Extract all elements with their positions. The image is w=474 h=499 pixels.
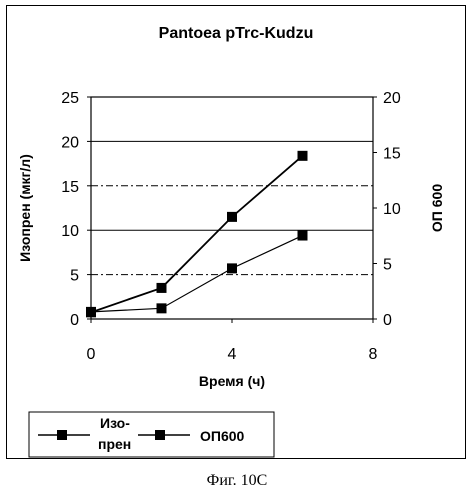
y-axis-label: Изопрен (мкг/л) (17, 154, 33, 262)
legend-isoprene-label-1: Изо- (100, 415, 130, 431)
y-tick-label: 25 (61, 90, 79, 107)
chart: Pantoea pTrc-Kudzu 0 5 10 15 20 25 0 5 10 15 20 0 4 8… (0, 0, 474, 470)
y-tick-label: 0 (70, 312, 79, 329)
data-point-series-2 (227, 212, 237, 222)
y-tick-label: 20 (61, 134, 79, 151)
plot-area (91, 97, 373, 319)
x-tick-label: 0 (87, 346, 96, 363)
series (86, 151, 308, 318)
legend-isoprene-marker (57, 430, 67, 440)
x-tick-label: 4 (228, 346, 237, 363)
data-point-series-1 (227, 263, 237, 273)
legend-od600-marker (155, 430, 165, 440)
x-tick-label: 8 (369, 346, 378, 363)
y-tick-label: 10 (61, 223, 79, 240)
y-tick-label: 5 (70, 268, 79, 285)
x-axis-label: Время (ч) (199, 373, 265, 389)
legend-isoprene-label-2: прен (98, 436, 131, 452)
data-point-series-2 (298, 151, 308, 161)
data-point-series-2 (157, 283, 167, 293)
y-tick-label: 15 (61, 179, 79, 196)
data-point-series-1 (298, 231, 308, 241)
y2-tick-label: 15 (383, 146, 401, 163)
chart-title: Pantoea pTrc-Kudzu (159, 25, 314, 42)
legend-od600-label: ОП600 (200, 428, 245, 444)
y2-tick-label: 20 (383, 90, 401, 107)
y2-tick-label: 0 (383, 312, 392, 329)
gridlines (91, 141, 373, 274)
data-point-series-2 (86, 307, 96, 317)
axis-ticks: 0 5 10 15 20 25 0 5 10 15 20 0 4 8 (61, 90, 401, 363)
y2-tick-label: 5 (383, 257, 392, 274)
legend: Изо- прен ОП600 (29, 412, 274, 457)
y2-axis-label: ОП 600 (429, 184, 445, 232)
data-point-series-1 (157, 303, 167, 313)
y2-tick-label: 10 (383, 201, 401, 218)
figure-caption: Фиг. 10С (0, 472, 474, 490)
